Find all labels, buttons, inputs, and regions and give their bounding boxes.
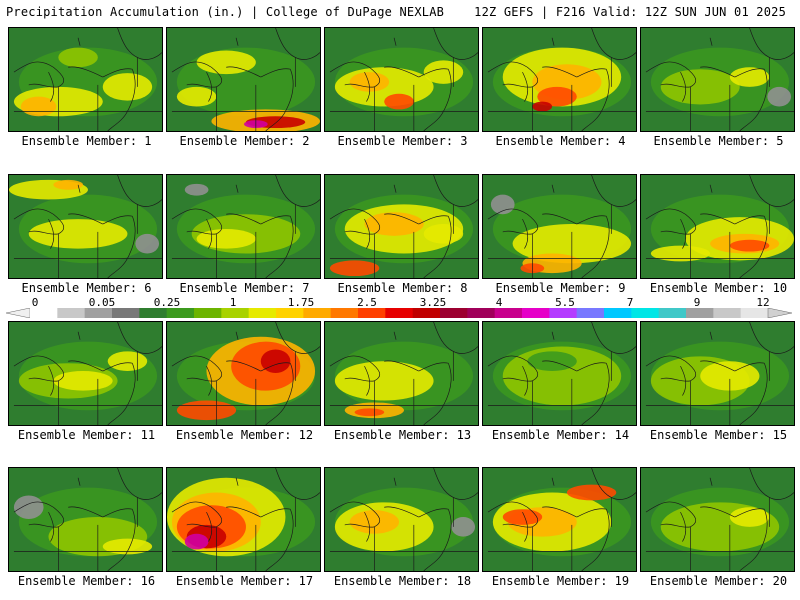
colorbar-swatch bbox=[522, 308, 550, 318]
ensemble-map-14 bbox=[482, 321, 637, 426]
ensemble-member-label: Ensemble Member: 13 bbox=[333, 428, 472, 442]
colorbar-tick-label: 2.5 bbox=[357, 296, 377, 309]
ensemble-member-label: Ensemble Member: 9 bbox=[495, 281, 626, 295]
ensemble-map-5 bbox=[640, 27, 795, 132]
ensemble-member-label: Ensemble Member: 6 bbox=[21, 281, 152, 295]
ensemble-map-12 bbox=[166, 321, 321, 426]
ensemble-member-label: Ensemble Member: 7 bbox=[179, 281, 310, 295]
ensemble-map-18 bbox=[324, 467, 479, 572]
colorbar-arrow-left bbox=[6, 308, 31, 318]
ensemble-member-label: Ensemble Member: 11 bbox=[17, 428, 156, 442]
colorbar-swatch bbox=[30, 308, 58, 318]
colorbar-swatch bbox=[358, 308, 386, 318]
ensemble-map-3 bbox=[324, 27, 479, 132]
colorbar-swatch bbox=[604, 308, 632, 318]
ensemble-map-15 bbox=[640, 321, 795, 426]
colorbar-tick-label: 4 bbox=[495, 296, 503, 309]
colorbar-swatch bbox=[412, 308, 441, 318]
ensemble-member-label: Ensemble Member: 14 bbox=[491, 428, 630, 442]
colorbar-swatch bbox=[303, 308, 332, 318]
colorbar-swatch bbox=[248, 308, 277, 318]
colorbar-swatch bbox=[385, 308, 414, 318]
colorbar-swatch bbox=[494, 308, 523, 318]
ensemble-member-label: Ensemble Member: 20 bbox=[649, 574, 788, 588]
ensemble-member-label: Ensemble Member: 4 bbox=[495, 134, 626, 148]
colorbar-swatch bbox=[221, 308, 250, 318]
ensemble-map-1 bbox=[8, 27, 163, 132]
colorbar-swatch bbox=[276, 308, 304, 318]
colorbar-tick-label: 3.25 bbox=[419, 296, 447, 309]
colorbar-swatch bbox=[576, 308, 605, 318]
ensemble-member-label: Ensemble Member: 8 bbox=[337, 281, 468, 295]
model-valid-time: 12Z GEFS | F216 Valid: 12Z SUN JUN 01 20… bbox=[474, 5, 786, 19]
colorbar-swatch bbox=[713, 308, 742, 318]
ensemble-member-label: Ensemble Member: 19 bbox=[491, 574, 630, 588]
colorbar-swatch bbox=[740, 308, 769, 318]
colorbar-swatch bbox=[631, 308, 660, 318]
ensemble-member-label: Ensemble Member: 12 bbox=[175, 428, 314, 442]
ensemble-member-label: Ensemble Member: 3 bbox=[337, 134, 468, 148]
ensemble-map-7 bbox=[166, 174, 321, 279]
ensemble-map-17 bbox=[166, 467, 321, 572]
colorbar-swatch bbox=[686, 308, 714, 318]
colorbar-swatch bbox=[84, 308, 113, 318]
colorbar-tick-label: 9 bbox=[693, 296, 701, 309]
colorbar-swatch bbox=[112, 308, 140, 318]
colorbar-tick-label: 0.25 bbox=[153, 296, 181, 309]
colorbar-tick-label: 5.5 bbox=[555, 296, 575, 309]
colorbar-swatch bbox=[139, 308, 168, 318]
map-title: Precipitation Accumulation (in.) | Colle… bbox=[6, 5, 445, 19]
ensemble-map-4 bbox=[482, 27, 637, 132]
ensemble-map-2 bbox=[166, 27, 321, 132]
colorbar-arrow-right bbox=[767, 308, 792, 318]
colorbar-swatch bbox=[549, 308, 578, 318]
ensemble-map-20 bbox=[640, 467, 795, 572]
ensemble-map-9 bbox=[482, 174, 637, 279]
ensemble-map-19 bbox=[482, 467, 637, 572]
ensemble-member-label: Ensemble Member: 1 bbox=[21, 134, 152, 148]
colorbar-swatch bbox=[166, 308, 195, 318]
ensemble-map-8 bbox=[324, 174, 479, 279]
colorbar-tick-label: 0.05 bbox=[88, 296, 116, 309]
ensemble-member-label: Ensemble Member: 17 bbox=[175, 574, 314, 588]
colorbar-swatch bbox=[467, 308, 496, 318]
ensemble-map-6 bbox=[8, 174, 163, 279]
ensemble-member-label: Ensemble Member: 2 bbox=[179, 134, 310, 148]
ensemble-map-10 bbox=[640, 174, 795, 279]
ensemble-map-16 bbox=[8, 467, 163, 572]
colorbar-tick-label: 1.75 bbox=[287, 296, 315, 309]
ensemble-member-label: Ensemble Member: 5 bbox=[653, 134, 784, 148]
ensemble-member-label: Ensemble Member: 15 bbox=[649, 428, 788, 442]
colorbar-tick-label: 1 bbox=[229, 296, 237, 309]
colorbar-tick-label: 0 bbox=[31, 296, 39, 309]
colorbar-swatch bbox=[658, 308, 687, 318]
colorbar-swatch bbox=[194, 308, 222, 318]
colorbar-tick-label: 7 bbox=[626, 296, 634, 309]
colorbar-swatch bbox=[440, 308, 468, 318]
ensemble-map-11 bbox=[8, 321, 163, 426]
colorbar-swatch bbox=[330, 308, 359, 318]
ensemble-member-label: Ensemble Member: 10 bbox=[649, 281, 788, 295]
ensemble-member-label: Ensemble Member: 16 bbox=[17, 574, 156, 588]
colorbar-swatch bbox=[57, 308, 86, 318]
colorbar-tick-label: 12 bbox=[756, 296, 770, 309]
ensemble-map-13 bbox=[324, 321, 479, 426]
precip-colorbar bbox=[6, 308, 792, 318]
ensemble-member-label: Ensemble Member: 18 bbox=[333, 574, 472, 588]
